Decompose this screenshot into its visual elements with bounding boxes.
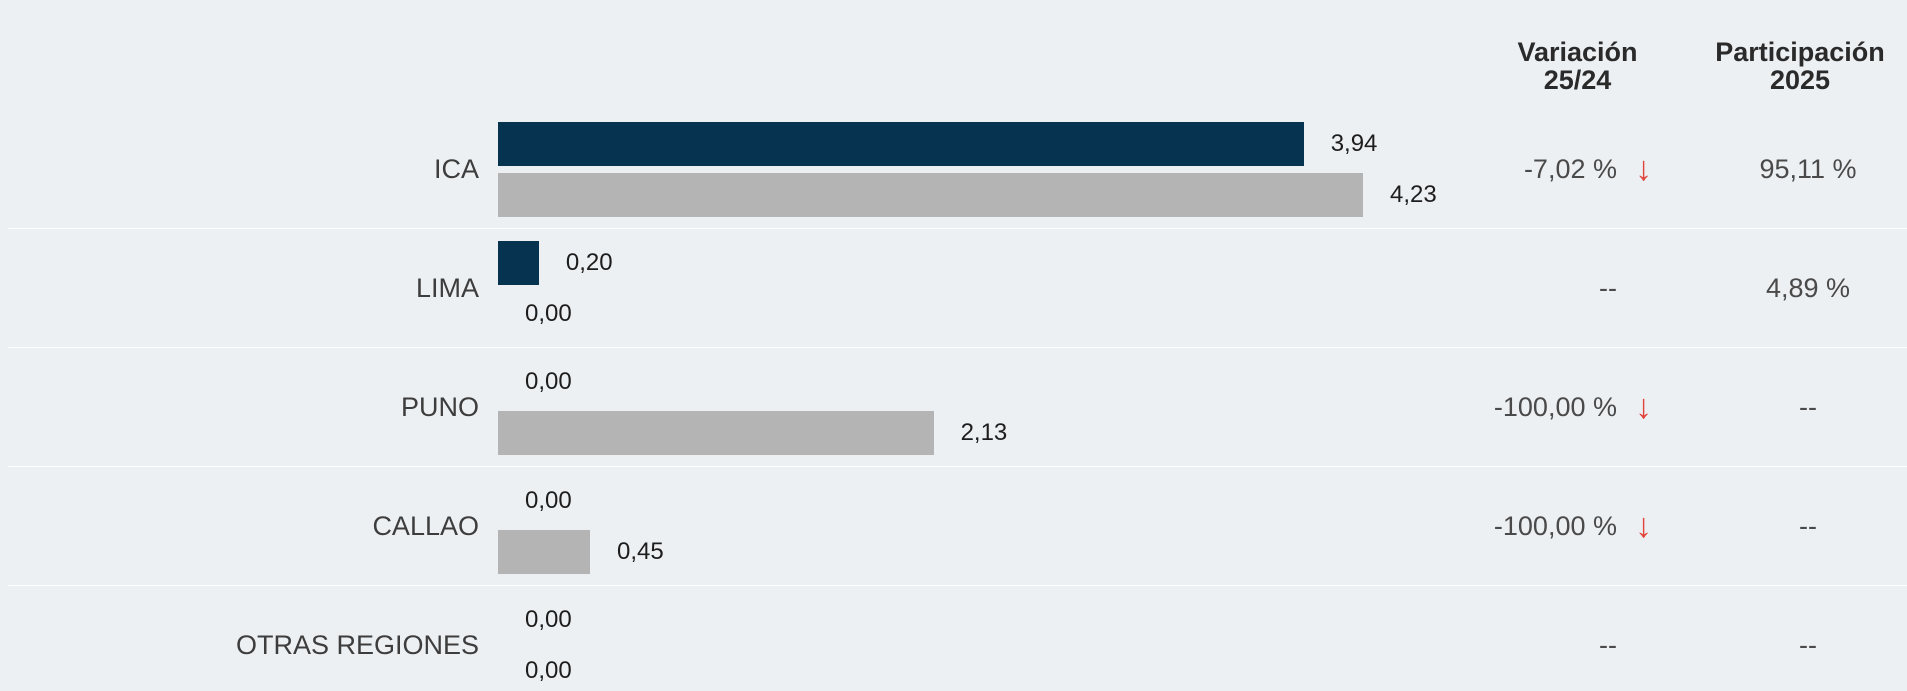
value-label-2024: 0,45 — [617, 539, 664, 565]
value-label-2025: 3,94 — [1331, 131, 1378, 157]
variation-value: -- — [1599, 229, 1617, 348]
variation-text: -100,00 % — [1494, 392, 1617, 423]
region-label: PUNO — [401, 348, 479, 467]
chart-row: LIMA 0,20 0,00 -- 4,89 % — [8, 229, 1907, 348]
value-label-2024: 2,13 — [961, 420, 1008, 446]
bar-2024 — [498, 411, 934, 455]
region-label: OTRAS REGIONES — [236, 586, 479, 691]
region-label: CALLAO — [372, 467, 479, 586]
variation-text: -100,00 % — [1494, 511, 1617, 542]
participation-value: -- — [1698, 348, 1907, 467]
chart-row: ICA 3,94 4,23 -7,02 % ↓ 95,11 % — [8, 110, 1907, 229]
participation-value: -- — [1698, 586, 1907, 691]
chart-row: OTRAS REGIONES 0,00 0,00 -- -- — [8, 586, 1907, 691]
chart-row: CALLAO 0,00 0,45 -100,00 % ↓ -- — [8, 467, 1907, 586]
bar-2025 — [498, 122, 1304, 166]
value-label-2024: 4,23 — [1390, 182, 1437, 208]
value-label-2025: 0,00 — [525, 607, 572, 633]
participation-header-line2: 2025 — [1690, 66, 1907, 94]
participation-value: 95,11 % — [1698, 110, 1907, 229]
participation-column-header: Participación 2025 — [1690, 38, 1907, 94]
region-label: ICA — [434, 110, 479, 229]
participation-value: -- — [1698, 467, 1907, 586]
arrow-down-icon: ↓ — [1635, 150, 1652, 189]
region-label: LIMA — [416, 229, 479, 348]
variation-text: -- — [1599, 630, 1617, 661]
variation-value: -7,02 % ↓ — [1524, 110, 1652, 229]
variation-text: -7,02 % — [1524, 154, 1617, 185]
participation-value: 4,89 % — [1698, 229, 1907, 348]
variation-text: -- — [1599, 273, 1617, 304]
value-label-2024: 0,00 — [525, 658, 572, 684]
variation-column-header: Variación 25/24 — [1480, 38, 1675, 94]
variation-value: -- — [1599, 586, 1617, 691]
value-label-2024: 0,00 — [525, 301, 572, 327]
bar-2025 — [498, 241, 539, 285]
variation-header-line2: 25/24 — [1480, 66, 1675, 94]
arrow-down-icon: ↓ — [1635, 388, 1652, 427]
arrow-down-icon: ↓ — [1635, 507, 1652, 546]
value-label-2025: 0,00 — [525, 369, 572, 395]
bar-2024 — [498, 173, 1363, 217]
value-label-2025: 0,00 — [525, 488, 572, 514]
variation-value: -100,00 % ↓ — [1494, 467, 1652, 586]
variation-value: -100,00 % ↓ — [1494, 348, 1652, 467]
bar-2024 — [498, 530, 590, 574]
value-label-2025: 0,20 — [566, 250, 613, 276]
variation-header-line1: Variación — [1480, 38, 1675, 66]
participation-header-line1: Participación — [1690, 38, 1907, 66]
chart-row: PUNO 0,00 2,13 -100,00 % ↓ -- — [8, 348, 1907, 467]
